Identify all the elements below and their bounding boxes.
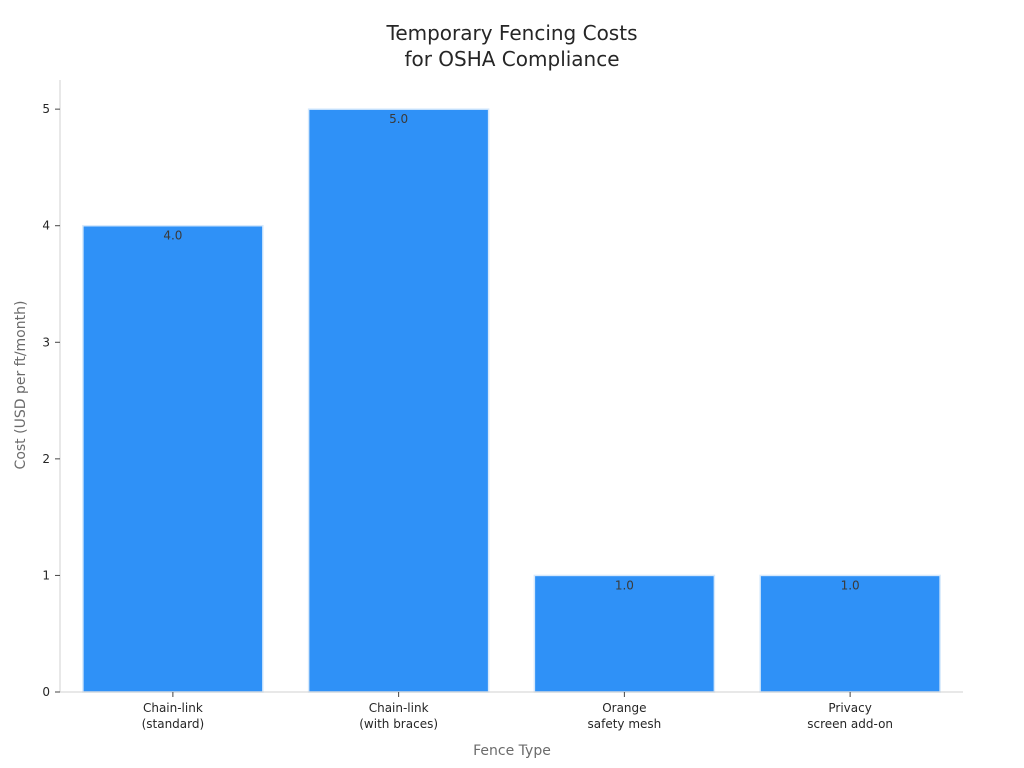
chart-title-line-2: for OSHA Compliance [404,47,619,71]
bar-1 [307,108,490,693]
bar-value-label-0: 4.0 [163,229,182,243]
y-tick-label-3: 3 [42,335,50,349]
bar-0 [82,224,264,693]
y-tick-label-1: 1 [42,568,50,582]
y-axis-ticks: 0 1 2 3 4 5 [42,102,60,699]
bar-2 [533,574,716,693]
x-tick-label-3: Privacy screen add-on [807,701,893,731]
y-tick-label-5: 5 [42,102,50,116]
bar-3 [759,574,941,693]
x-tick-label-1: Chain-link (with braces) [359,701,438,731]
bar-value-label-2: 1.0 [615,578,634,592]
x-axis-label: Fence Type [473,743,551,759]
y-tick-label-4: 4 [42,219,50,233]
chart-title: Temporary Fencing Costs for OSHA Complia… [386,21,638,71]
bars [82,108,941,693]
x-tick-label-2: Orange safety mesh [587,701,661,731]
bar-value-labels: 4.0 5.0 1.0 1.0 [163,112,859,592]
x-tick-label-0: Chain-link (standard) [142,701,205,731]
y-tick-label-2: 2 [42,452,50,466]
x-axis-ticks: Chain-link (standard) Chain-link (with brac… [142,692,893,731]
y-tick-label-0: 0 [42,685,50,699]
y-axis-label: Cost (USD per ft/month) [13,301,29,470]
bar-value-label-1: 5.0 [389,112,408,126]
bar-value-label-3: 1.0 [841,578,860,592]
chart-title-line-1: Temporary Fencing Costs [386,21,638,45]
